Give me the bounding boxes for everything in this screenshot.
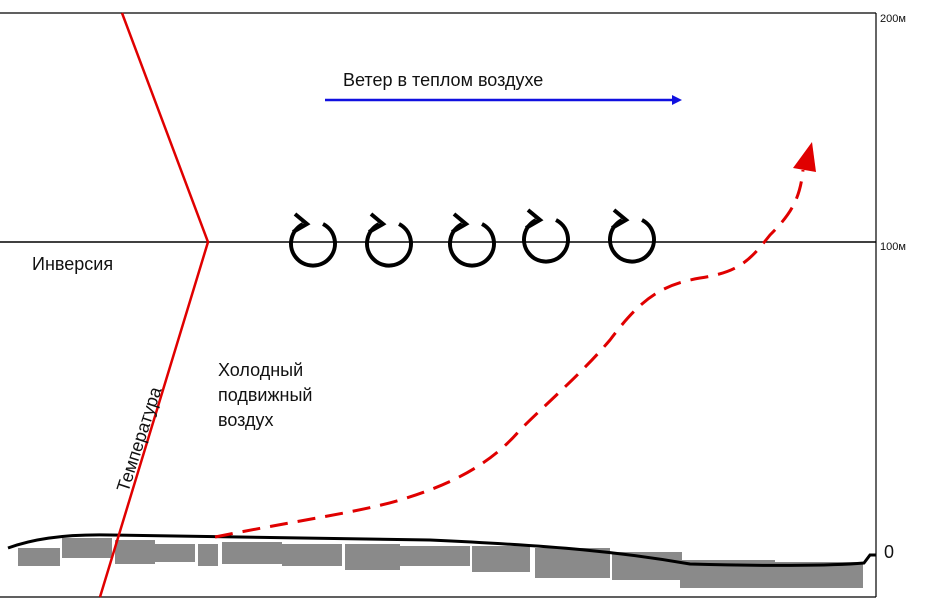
wind-label: Ветер в теплом воздухе	[343, 70, 543, 90]
cold-air-label: воздух	[218, 410, 274, 430]
cold-air-label: Холодный	[218, 360, 303, 380]
inversion-label: Инверсия	[32, 254, 113, 274]
air-path	[214, 169, 805, 539]
eddies	[289, 208, 656, 268]
cold-air-label: подвижный	[218, 385, 312, 405]
ground-line	[7, 533, 876, 567]
temperature-line	[98, 12, 210, 598]
air-path-head	[793, 142, 816, 172]
scale-bottom: 0	[884, 542, 894, 562]
temperature-label: Температура	[113, 383, 166, 494]
scale-middle: 100м	[880, 241, 906, 253]
scale-top: 200м	[880, 13, 906, 25]
ground	[18, 538, 863, 588]
